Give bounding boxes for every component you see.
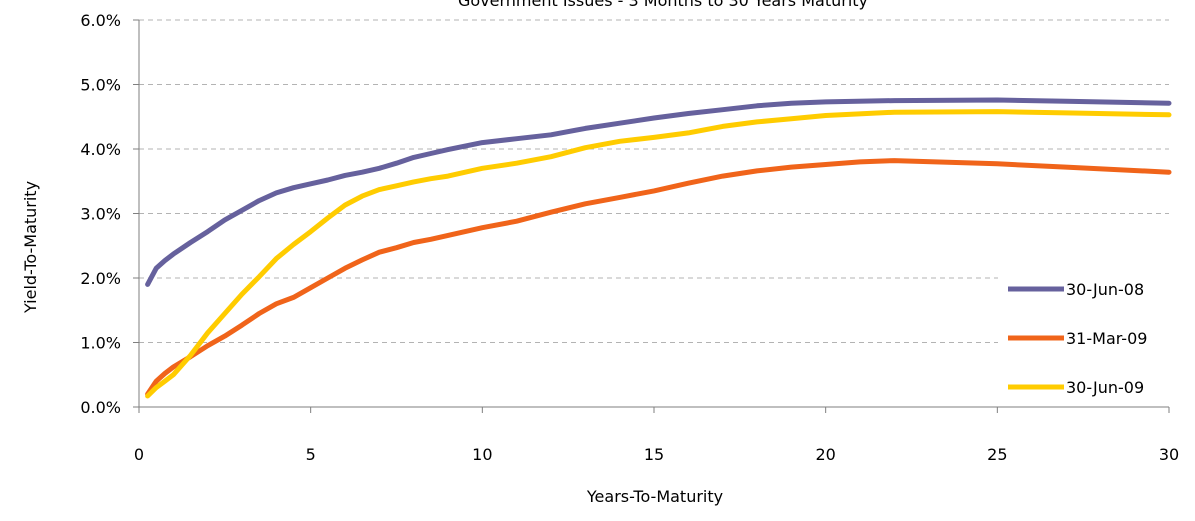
y-tick-label: 0.0% (80, 398, 121, 417)
y-tick-label: 2.0% (80, 269, 121, 288)
x-tick-label: 5 (306, 445, 316, 464)
legend-background (998, 262, 1188, 402)
x-tick-label: 30 (1159, 445, 1179, 464)
y-axis-tick-labels: 0.0% 1.0% 2.0% 3.0% 4.0% 5.0% 6.0% (80, 11, 121, 417)
y-axis-title: Yield-To-Maturity (21, 181, 40, 314)
series-line-30-Jun-09 (145, 109, 1172, 399)
gridlines (139, 19, 1169, 343)
x-tick-label: 10 (472, 445, 492, 464)
y-tick-label: 1.0% (80, 334, 121, 353)
series-lines (145, 97, 1172, 399)
x-tick-label: 0 (134, 445, 144, 464)
legend: 30-Jun-08 31-Mar-09 30-Jun-09 (998, 262, 1188, 402)
chart-title: Government Issues - 3 Months to 30 Years… (458, 0, 868, 10)
x-tick-label: 15 (644, 445, 664, 464)
legend-label: 31-Mar-09 (1066, 329, 1147, 348)
x-tick-label: 25 (987, 445, 1007, 464)
legend-label: 30-Jun-08 (1066, 280, 1144, 299)
y-tick-label: 5.0% (80, 76, 121, 95)
axes (133, 19, 1170, 413)
x-tick-label: 20 (815, 445, 835, 464)
x-axis-title: Years-To-Maturity (586, 487, 723, 506)
x-axis-tick-labels: 0 5 10 15 20 25 30 (134, 445, 1179, 464)
series-line-30-Jun-08 (145, 97, 1172, 287)
y-tick-label: 3.0% (80, 205, 121, 224)
legend-label: 30-Jun-09 (1066, 378, 1144, 397)
y-tick-label: 6.0% (80, 11, 121, 30)
series-line-31-Mar-09 (145, 158, 1172, 397)
y-tick-label: 4.0% (80, 140, 121, 159)
